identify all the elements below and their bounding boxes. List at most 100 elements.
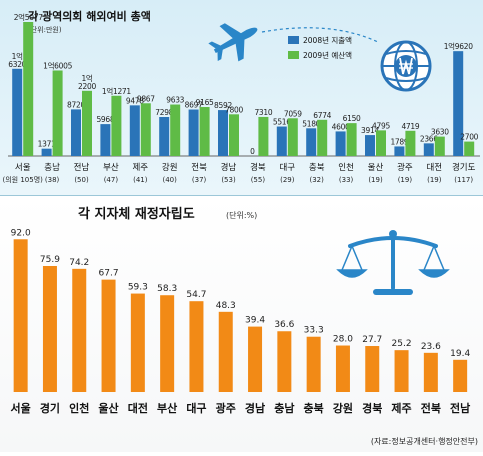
independence-bar bbox=[42, 266, 57, 392]
independence-value-label: 58.3 bbox=[157, 284, 177, 294]
airplane-icon bbox=[208, 23, 258, 62]
value-label-2008: 9478 bbox=[126, 96, 144, 105]
balance-scale-icon bbox=[336, 230, 450, 295]
category-group: 92.0 서울 bbox=[11, 228, 31, 415]
independence-value-label: 75.9 bbox=[40, 255, 60, 265]
category-sublabel: (41) bbox=[133, 176, 148, 184]
category-group: 27.7 경북 bbox=[362, 335, 382, 415]
legend-label-2009: 2009년 예산액 bbox=[303, 50, 352, 60]
independence-bar bbox=[394, 350, 409, 392]
bar-2009 bbox=[170, 104, 181, 156]
category-label: 부산 bbox=[103, 162, 119, 173]
value-label-2009: 4719 bbox=[401, 122, 419, 131]
legend-swatch-2008 bbox=[288, 36, 299, 44]
bar-2008 bbox=[100, 124, 111, 156]
value-label-2009: 2억5077 bbox=[14, 13, 43, 22]
independence-bar bbox=[306, 336, 321, 392]
category-group: 0 7310 경북 (55) bbox=[250, 108, 273, 184]
legend: 2008년 지출액 2009년 예산액 bbox=[288, 35, 352, 60]
category-label: 전북 bbox=[191, 162, 207, 173]
independence-value-label: 33.3 bbox=[304, 326, 324, 336]
value-label-2009: 7310 bbox=[254, 108, 272, 117]
category-sublabel: (53) bbox=[221, 176, 236, 184]
value-label-2009: 1억1271 bbox=[102, 87, 131, 96]
independence-category-label: 경남 bbox=[245, 401, 265, 415]
value-label-2008: 5180 bbox=[302, 119, 320, 128]
category-label: 대구 bbox=[279, 163, 295, 173]
category-sublabel: (19) bbox=[427, 176, 442, 184]
bar-2008 bbox=[159, 117, 170, 156]
independence-category-label: 대전 bbox=[128, 401, 148, 415]
independence-bar bbox=[189, 301, 204, 392]
independence-value-label: 36.6 bbox=[274, 320, 294, 330]
category-label: 대전 bbox=[426, 162, 442, 173]
category-group: 19.4 전남 bbox=[450, 349, 470, 415]
independence-value-label: 67.7 bbox=[99, 269, 119, 279]
independence-bar bbox=[160, 295, 175, 392]
value-label-2008: 7298 bbox=[155, 108, 173, 117]
independence-category-label: 울산 bbox=[98, 401, 118, 415]
value-label-2009: 6774 bbox=[313, 111, 331, 120]
independence-category-label: 강원 bbox=[333, 401, 353, 415]
independence-category-label: 전북 bbox=[421, 401, 441, 415]
travel-expense-unit: (단위:만원) bbox=[28, 25, 62, 34]
category-group: 59.3 대전 bbox=[128, 283, 148, 415]
bar-2008 bbox=[423, 143, 434, 156]
bar-2008 bbox=[12, 68, 23, 156]
independence-bar bbox=[248, 326, 263, 392]
category-group: 36.6 충남 bbox=[274, 320, 294, 415]
independence-category-label: 부산 bbox=[157, 401, 177, 415]
category-sublabel: (50) bbox=[74, 176, 89, 184]
category-sublabel: (47) bbox=[104, 176, 119, 184]
independence-bar bbox=[101, 279, 116, 392]
category-group: 1억 6320 2억5077 서울 (의원 105명) bbox=[3, 13, 44, 184]
independence-category-label: 전남 bbox=[450, 401, 470, 415]
value-label-2009: 6150 bbox=[343, 114, 361, 123]
bar-2008 bbox=[365, 135, 375, 156]
category-label: 충북 bbox=[309, 163, 325, 173]
value-label-2009: 1억 2200 bbox=[78, 74, 96, 91]
bar-2008 bbox=[71, 109, 81, 156]
independence-value-label: 48.3 bbox=[216, 301, 236, 311]
bar-2008 bbox=[453, 51, 464, 156]
category-sublabel: (38) bbox=[45, 176, 60, 184]
value-label-2008: 8697 bbox=[185, 101, 203, 110]
category-label: 충남 bbox=[44, 163, 60, 173]
independence-category-label: 인천 bbox=[69, 401, 89, 415]
bar-2008 bbox=[335, 131, 346, 156]
category-group: 25.2 제주 bbox=[391, 339, 411, 415]
category-group: 48.3 광주 bbox=[216, 301, 236, 415]
category-group: 7298 9633 강원 (40) bbox=[155, 96, 185, 184]
value-label-2008: 5968 bbox=[96, 115, 114, 124]
independence-category-label: 경북 bbox=[362, 401, 382, 415]
bar-2008 bbox=[394, 146, 405, 156]
independence-value-label: 39.4 bbox=[245, 316, 265, 326]
independence-category-label: 경기 bbox=[40, 401, 60, 415]
category-sublabel: (19) bbox=[368, 176, 383, 184]
independence-bar bbox=[277, 331, 292, 392]
bar-2009 bbox=[199, 107, 210, 156]
category-label: 경북 bbox=[250, 162, 266, 173]
category-group: 1789 4719 광주 (19) bbox=[390, 122, 420, 184]
category-group: 74.2 인천 bbox=[69, 258, 89, 415]
value-label-2008: 8720 bbox=[67, 100, 85, 109]
fiscal-independence-unit: (단위:%) bbox=[226, 210, 257, 220]
category-sublabel: (117) bbox=[454, 176, 473, 184]
category-label: 광주 bbox=[397, 162, 413, 173]
bar-2009 bbox=[229, 114, 239, 156]
bar-2008 bbox=[306, 128, 317, 156]
independence-value-label: 25.2 bbox=[392, 339, 412, 349]
value-label-2008: 1억9620 bbox=[444, 42, 473, 51]
category-group: 75.9 경기 bbox=[40, 255, 60, 415]
independence-value-label: 92.0 bbox=[11, 228, 31, 238]
fiscal-independence-panel: 각 지자체 재정자립도 (단위:%) 92.0 서울 75.9 경기 74.2 인천 67.… bbox=[0, 196, 483, 452]
category-label: 강원 bbox=[162, 162, 178, 173]
fiscal-independence-bars: 92.0 서울 75.9 경기 74.2 인천 67.7 울산 59.3 대전 58.3 부산 54.7… bbox=[11, 228, 471, 415]
independence-value-label: 19.4 bbox=[450, 349, 470, 359]
